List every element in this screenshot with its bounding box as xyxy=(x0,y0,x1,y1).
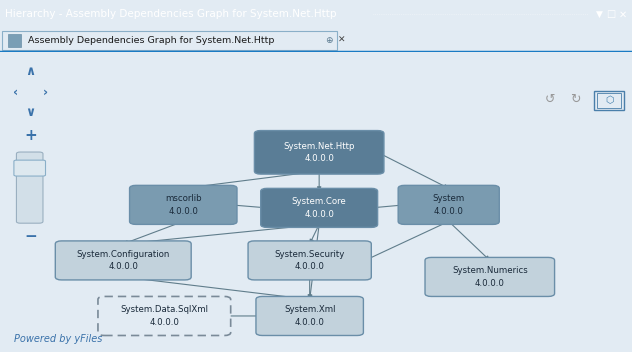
FancyArrowPatch shape xyxy=(366,221,449,260)
FancyBboxPatch shape xyxy=(130,186,237,224)
FancyArrowPatch shape xyxy=(232,203,267,208)
Text: +: + xyxy=(24,128,37,143)
Text: System
4.0.0.0: System 4.0.0.0 xyxy=(432,194,465,216)
Text: ∧: ∧ xyxy=(25,65,35,78)
Text: ↺: ↺ xyxy=(545,93,555,106)
FancyArrowPatch shape xyxy=(125,221,183,244)
Text: ↻: ↻ xyxy=(570,93,580,106)
Text: ‹: ‹ xyxy=(13,86,18,99)
Text: System.Configuration
4.0.0.0: System.Configuration 4.0.0.0 xyxy=(76,250,170,271)
Text: ✕: ✕ xyxy=(619,10,626,19)
FancyBboxPatch shape xyxy=(425,257,554,296)
FancyArrowPatch shape xyxy=(125,224,319,245)
FancyBboxPatch shape xyxy=(16,152,43,223)
FancyArrowPatch shape xyxy=(310,224,319,243)
FancyBboxPatch shape xyxy=(398,186,499,224)
Text: System.Core
4.0.0.0: System.Core 4.0.0.0 xyxy=(292,197,346,219)
Text: ⬡: ⬡ xyxy=(605,95,614,105)
FancyArrowPatch shape xyxy=(449,221,489,259)
FancyArrowPatch shape xyxy=(185,171,319,189)
FancyBboxPatch shape xyxy=(248,241,371,280)
FancyBboxPatch shape xyxy=(98,296,231,335)
Text: mscorlib
4.0.0.0: mscorlib 4.0.0.0 xyxy=(165,194,202,216)
Text: ›: › xyxy=(43,86,48,99)
Text: Hierarchy - Assembly Dependencies Graph for System.Net.Http: Hierarchy - Assembly Dependencies Graph … xyxy=(5,10,337,19)
FancyArrowPatch shape xyxy=(378,152,447,188)
FancyBboxPatch shape xyxy=(8,34,21,47)
Text: System.Net.Http
4.0.0.0: System.Net.Http 4.0.0.0 xyxy=(283,142,355,163)
Text: −: − xyxy=(24,229,37,244)
Text: ✕: ✕ xyxy=(337,36,345,45)
Text: Assembly Dependencies Graph for System.Net.Http: Assembly Dependencies Graph for System.N… xyxy=(28,36,275,45)
Text: ∨: ∨ xyxy=(25,106,35,119)
FancyArrowPatch shape xyxy=(308,224,319,298)
Text: ▼: ▼ xyxy=(596,10,602,19)
FancyBboxPatch shape xyxy=(254,131,384,174)
FancyArrowPatch shape xyxy=(317,171,321,190)
FancyBboxPatch shape xyxy=(2,31,337,50)
FancyBboxPatch shape xyxy=(14,160,46,176)
FancyBboxPatch shape xyxy=(56,241,191,280)
FancyArrowPatch shape xyxy=(123,277,308,301)
Text: □: □ xyxy=(606,10,615,19)
FancyArrowPatch shape xyxy=(372,203,403,208)
FancyArrowPatch shape xyxy=(226,314,262,318)
FancyBboxPatch shape xyxy=(256,296,363,335)
Text: Powered by yFiles: Powered by yFiles xyxy=(14,334,102,344)
Text: System.Numerics
4.0.0.0: System.Numerics 4.0.0.0 xyxy=(452,266,528,288)
Text: System.Xml
4.0.0.0: System.Xml 4.0.0.0 xyxy=(284,305,336,327)
FancyBboxPatch shape xyxy=(260,188,377,227)
Text: ⊕: ⊕ xyxy=(325,36,333,45)
FancyArrowPatch shape xyxy=(308,277,312,298)
Text: System.Security
4.0.0.0: System.Security 4.0.0.0 xyxy=(274,250,345,271)
Text: System.Data.SqlXml
4.0.0.0: System.Data.SqlXml 4.0.0.0 xyxy=(120,305,209,327)
